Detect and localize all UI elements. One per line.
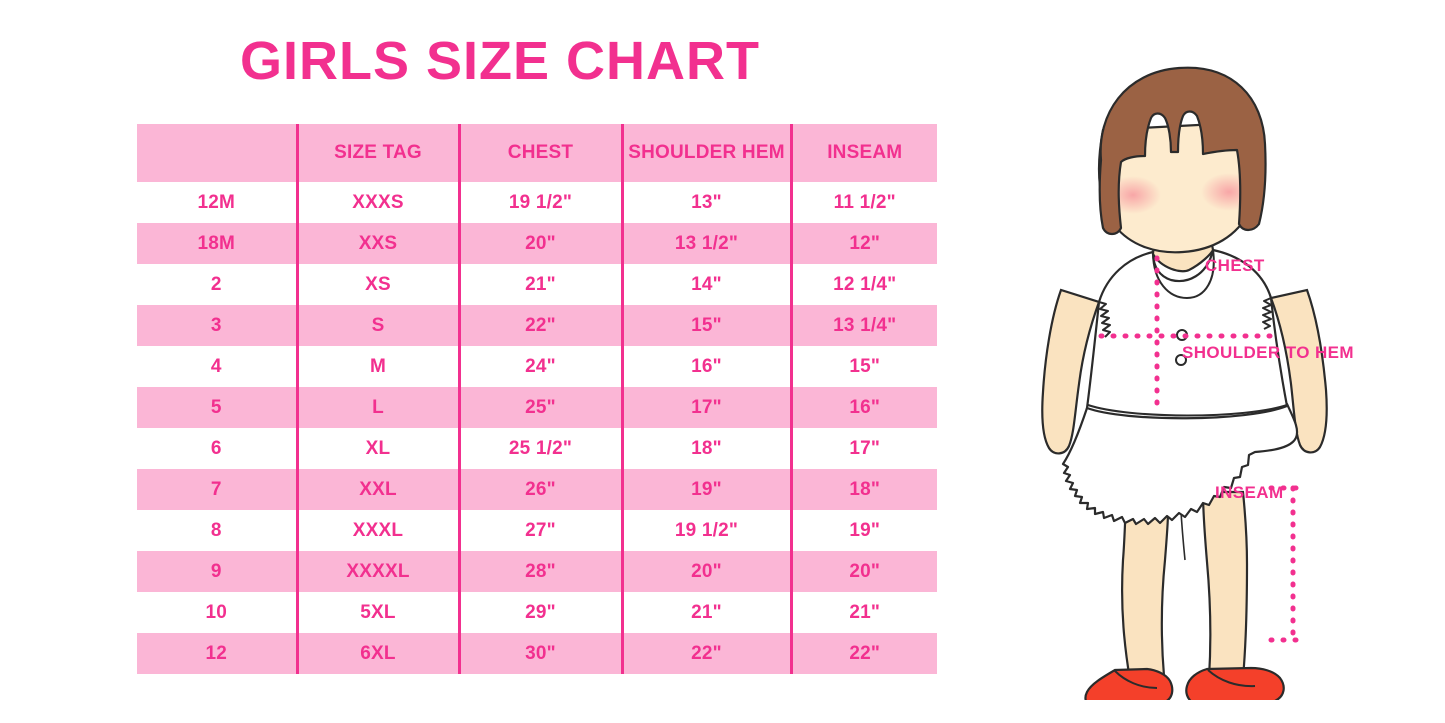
cell-shoulder-hem: 13" xyxy=(622,182,793,223)
cell-shoulder-hem: 22" xyxy=(622,633,793,674)
column-header-shoulder-hem: SHOULDER HEM xyxy=(622,124,793,182)
table-row: 12M XXXS 19 1/2" 13" 11 1/2" xyxy=(137,182,937,223)
cell-chest: 27" xyxy=(459,510,624,551)
cell-size-tag: L xyxy=(297,387,461,428)
cell-size-tag: 5XL xyxy=(297,592,461,633)
cell-size: 4 xyxy=(137,346,299,387)
cell-shoulder-hem: 19" xyxy=(622,469,793,510)
cell-inseam: 22" xyxy=(791,633,937,674)
table-row: 10 5XL 29" 21" 21" xyxy=(137,592,937,633)
cell-inseam: 17" xyxy=(791,428,937,469)
cell-size-tag: XXXXL xyxy=(297,551,461,592)
cell-inseam: 13 1/4" xyxy=(791,305,937,346)
cell-size-tag: XXXS xyxy=(297,182,461,223)
measurement-label-shoulder-to-hem: SHOULDER TO HEM xyxy=(1182,343,1354,362)
cell-chest: 25 1/2" xyxy=(459,428,624,469)
cell-size-tag: XXXL xyxy=(297,510,461,551)
cell-size: 2 xyxy=(137,264,299,305)
cell-chest: 25" xyxy=(459,387,624,428)
table-row: 18M XXS 20" 13 1/2" 12" xyxy=(137,223,937,264)
cell-size: 5 xyxy=(137,387,299,428)
legs-group xyxy=(1121,490,1249,696)
cell-shoulder-hem: 17" xyxy=(622,387,793,428)
table-row: 5 L 25" 17" 16" xyxy=(137,387,937,428)
cell-inseam: 19" xyxy=(791,510,937,551)
cell-inseam: 16" xyxy=(791,387,937,428)
cell-chest: 29" xyxy=(459,592,624,633)
cell-shoulder-hem: 15" xyxy=(622,305,793,346)
measurement-guides xyxy=(1098,255,1306,643)
size-chart-table: SIZE TAG CHEST SHOULDER HEM INSEAM 12M XX… xyxy=(137,124,937,674)
cell-shoulder-hem: 13 1/2" xyxy=(622,223,793,264)
arms-group xyxy=(1041,288,1328,455)
cell-inseam: 15" xyxy=(791,346,937,387)
cell-chest: 21" xyxy=(459,264,624,305)
table-row: 8 XXXL 27" 19 1/2" 19" xyxy=(137,510,937,551)
table-row: 12 6XL 30" 22" 22" xyxy=(137,633,937,674)
column-header-size xyxy=(137,124,299,182)
size-chart-table-wrapper: SIZE TAG CHEST SHOULDER HEM INSEAM 12M XX… xyxy=(137,124,937,674)
head-group xyxy=(1097,66,1267,254)
cell-size: 12M xyxy=(137,182,299,223)
cell-inseam: 21" xyxy=(791,592,937,633)
skirt-group xyxy=(1061,402,1299,526)
cell-size: 7 xyxy=(137,469,299,510)
measurement-label-chest: CHEST xyxy=(1205,256,1265,275)
cell-chest: 30" xyxy=(459,633,624,674)
cell-chest: 20" xyxy=(459,223,624,264)
button-lower xyxy=(1175,354,1187,366)
cell-size: 10 xyxy=(137,592,299,633)
cell-size-tag: XXL xyxy=(297,469,461,510)
girl-illustration xyxy=(975,40,1445,700)
cell-inseam: 20" xyxy=(791,551,937,592)
cell-shoulder-hem: 20" xyxy=(622,551,793,592)
cell-chest: 28" xyxy=(459,551,624,592)
table-row: 4 M 24" 16" 15" xyxy=(137,346,937,387)
cell-size-tag: XL xyxy=(297,428,461,469)
cell-shoulder-hem: 14" xyxy=(622,264,793,305)
cell-chest: 26" xyxy=(459,469,624,510)
cell-size: 18M xyxy=(137,223,299,264)
cell-size-tag: S xyxy=(297,305,461,346)
measurement-label-inseam: INSEAM xyxy=(1215,483,1284,502)
cell-inseam: 11 1/2" xyxy=(791,182,937,223)
cell-size-tag: XS xyxy=(297,264,461,305)
cell-size: 3 xyxy=(137,305,299,346)
column-header-size-tag: SIZE TAG xyxy=(297,124,461,182)
cell-size: 6 xyxy=(137,428,299,469)
column-header-inseam: INSEAM xyxy=(791,124,937,182)
table-row: 6 XL 25 1/2" 18" 17" xyxy=(137,428,937,469)
cell-size: 12 xyxy=(137,633,299,674)
cell-shoulder-hem: 18" xyxy=(622,428,793,469)
cell-size-tag: XXS xyxy=(297,223,461,264)
table-body: 12M XXXS 19 1/2" 13" 11 1/2" 18M XXS 20" 13 1/2"… xyxy=(137,182,937,674)
cell-chest: 24" xyxy=(459,346,624,387)
cell-chest: 22" xyxy=(459,305,624,346)
cell-size: 8 xyxy=(137,510,299,551)
cell-shoulder-hem: 21" xyxy=(622,592,793,633)
table-header: SIZE TAG CHEST SHOULDER HEM INSEAM xyxy=(137,124,937,182)
cell-size-tag: M xyxy=(297,346,461,387)
shoes-group xyxy=(1084,666,1285,700)
cell-size: 9 xyxy=(137,551,299,592)
cell-chest: 19 1/2" xyxy=(459,182,624,223)
cell-size-tag: 6XL xyxy=(297,633,461,674)
table-row: 7 XXL 26" 19" 18" xyxy=(137,469,937,510)
cell-inseam: 12 1/4" xyxy=(791,264,937,305)
table-row: 2 XS 21" 14" 12 1/4" xyxy=(137,264,937,305)
table-row: 3 S 22" 15" 13 1/4" xyxy=(137,305,937,346)
cell-inseam: 12" xyxy=(791,223,937,264)
cell-shoulder-hem: 19 1/2" xyxy=(622,510,793,551)
table-header-row: SIZE TAG CHEST SHOULDER HEM INSEAM xyxy=(137,124,937,182)
table-row: 9 XXXXL 28" 20" 20" xyxy=(137,551,937,592)
cell-shoulder-hem: 16" xyxy=(622,346,793,387)
cell-inseam: 18" xyxy=(791,469,937,510)
column-header-chest: CHEST xyxy=(459,124,624,182)
page-title: GIRLS SIZE CHART xyxy=(239,31,760,91)
